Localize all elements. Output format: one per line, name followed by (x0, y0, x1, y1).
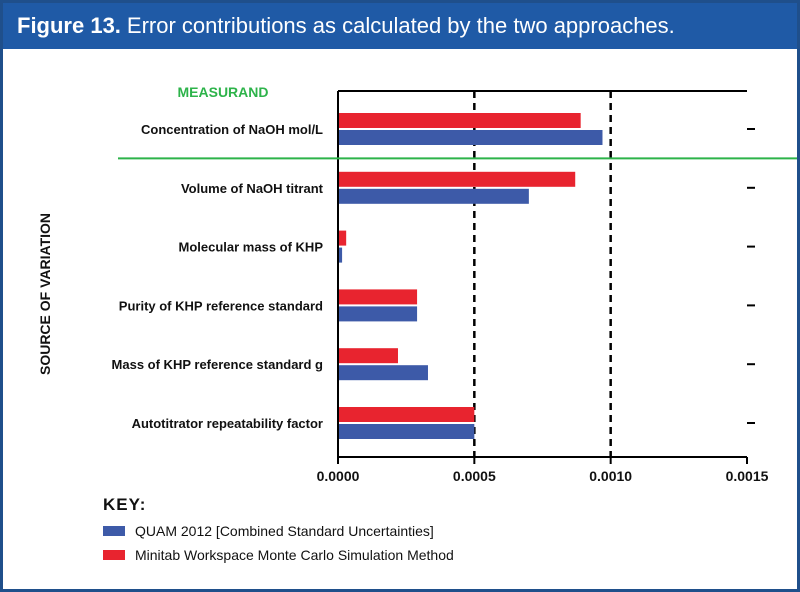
category-label-0: Concentration of NaOH mol/L (141, 122, 323, 137)
legend: KEY: QUAM 2012 [Combined Standard Uncert… (103, 495, 454, 563)
figure-header: Figure 13. Error contributions as calcul… (3, 3, 797, 49)
x-tick-label-2: 0.0010 (589, 468, 632, 484)
legend-swatch-minitab (103, 550, 125, 560)
x-tick-label-1: 0.0005 (453, 468, 496, 484)
figure-caption: Error contributions as calculated by the… (126, 13, 675, 38)
bar-quam-4 (338, 365, 428, 381)
legend-label-quam: QUAM 2012 [Combined Standard Uncertainti… (135, 523, 434, 539)
bar-chart: 0.0000 0.0005 0.0010 0.0015 Relative Standar… (37, 84, 797, 493)
legend-item-quam: QUAM 2012 [Combined Standard Uncertainti… (103, 523, 454, 539)
bar-quam-5 (338, 424, 475, 439)
bar-minitab-4 (338, 348, 398, 364)
bar-quam-1 (338, 188, 529, 204)
x-tick-label-0: 0.0000 (317, 468, 360, 484)
category-label-4: Mass of KHP reference standard g (112, 357, 323, 372)
legend-title: KEY: (103, 495, 147, 514)
bar-quam-3 (338, 306, 418, 322)
category-label-1: Volume of NaOH titrant (181, 181, 324, 196)
bar-quam-2 (338, 247, 343, 263)
legend-swatch-quam (103, 526, 125, 536)
bar-minitab-2 (338, 230, 347, 246)
category-label-5: Autotitrator repeatability factor (132, 416, 323, 431)
category-label-2: Molecular mass of KHP (179, 240, 324, 255)
bar-minitab-5 (338, 407, 475, 422)
bar-minitab-1 (338, 171, 576, 187)
category-label-3: Purity of KHP reference standard (119, 298, 323, 313)
bar-quam-0 (338, 130, 603, 145)
bar-minitab-3 (338, 289, 418, 305)
y-axis-title: SOURCE OF VARIATION (37, 213, 53, 375)
x-axis-title: Relative Standard Deviation (450, 491, 635, 493)
measurand-label: MEASURAND (178, 84, 269, 100)
x-tick-label-3: 0.0015 (726, 468, 769, 484)
legend-label-minitab: Minitab Workspace Monte Carlo Simulation… (135, 547, 454, 563)
legend-item-minitab: Minitab Workspace Monte Carlo Simulation… (103, 547, 454, 563)
figure-label: Figure 13. (17, 13, 121, 38)
bar-minitab-0 (338, 113, 581, 128)
